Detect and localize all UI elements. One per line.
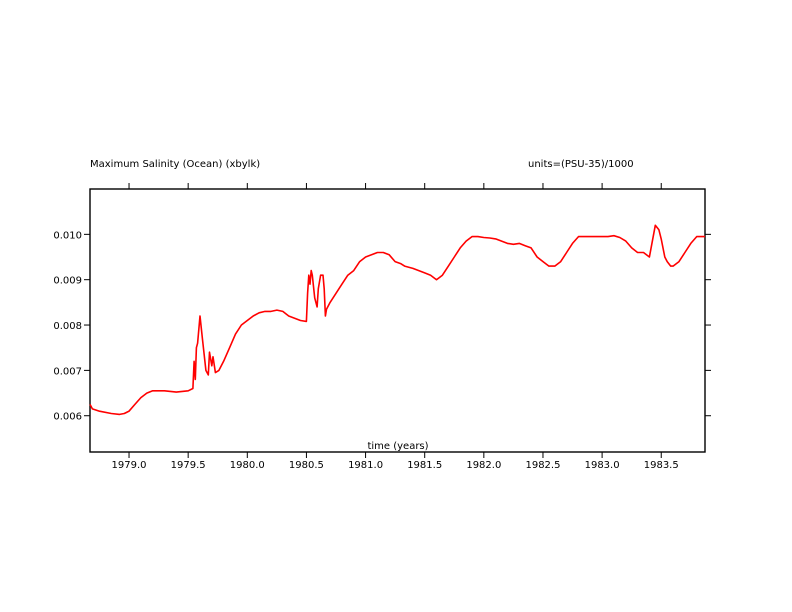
y-tick-label: 0.006	[53, 412, 82, 423]
x-tick-label: 1980.0	[230, 460, 265, 471]
axis-tick-labels: 1979.0 1979.5 1980.0 1980.5 1981.0 1981.5 1982…	[53, 230, 678, 471]
x-tick-label: 1982.5	[525, 460, 560, 471]
units-label: units=(PSU-35)/1000	[528, 159, 634, 170]
x-tick-label: 1981.0	[348, 460, 383, 471]
x-tick-label: 1981.5	[407, 460, 442, 471]
series-line	[89, 224, 705, 416]
y-tick-label: 0.007	[53, 366, 82, 377]
x-tick-label: 1979.5	[171, 460, 206, 471]
y-tick-label: 0.008	[53, 321, 82, 332]
axis-ticks	[84, 183, 711, 458]
y-tick-label: 0.010	[53, 230, 82, 241]
chart-title: Maximum Salinity (Ocean) (xbylk)	[90, 159, 260, 170]
plot-frame	[89, 188, 706, 453]
x-tick-label: 1982.0	[466, 460, 501, 471]
x-tick-label: 1980.5	[289, 460, 324, 471]
x-tick-label: 1983.0	[585, 460, 620, 471]
y-tick-label: 0.009	[53, 276, 82, 287]
x-axis-label: time (years)	[367, 441, 428, 452]
x-tick-label: 1983.5	[644, 460, 679, 471]
x-tick-label: 1979.0	[112, 460, 147, 471]
